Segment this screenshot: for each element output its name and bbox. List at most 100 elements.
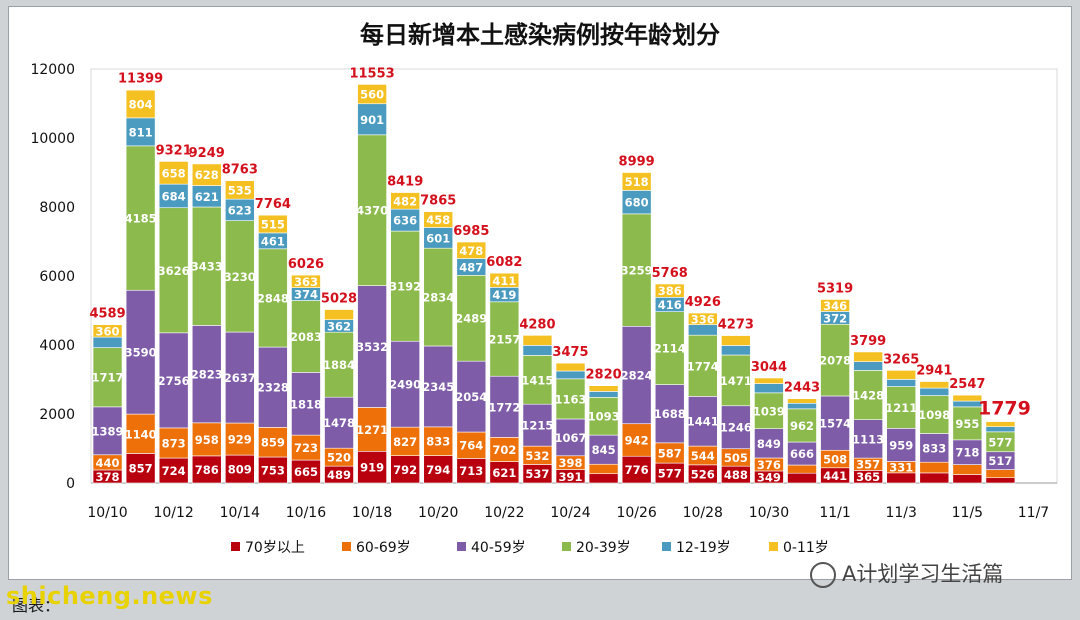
bar-segment xyxy=(787,464,817,474)
legend-swatch xyxy=(457,542,466,551)
bar-segment xyxy=(754,392,784,429)
y-tick-label: 10000 xyxy=(30,131,75,147)
bar-segment xyxy=(588,391,619,398)
total-label: 3475 xyxy=(552,345,588,360)
total-label: 5028 xyxy=(321,292,357,307)
segment-value-label: 391 xyxy=(559,470,583,484)
bar-segment xyxy=(588,473,619,484)
x-tick-label: 11/3 xyxy=(885,505,916,521)
segment-value-label: 372 xyxy=(823,311,847,325)
bar-segment xyxy=(588,463,619,475)
bar-segment xyxy=(787,398,817,404)
segment-value-label: 537 xyxy=(525,467,549,481)
bar-segment xyxy=(886,370,917,380)
bar-segment xyxy=(191,325,222,424)
bar-segment xyxy=(225,422,255,456)
segment-value-label: 2756 xyxy=(158,374,190,388)
segment-value-label: 1039 xyxy=(753,404,785,418)
bar-segment xyxy=(357,450,387,484)
segment-value-label: 794 xyxy=(426,463,450,477)
segment-value-label: 873 xyxy=(162,436,186,450)
segment-value-label: 859 xyxy=(261,436,285,450)
y-tick-label: 0 xyxy=(66,476,75,492)
segment-value-label: 1428 xyxy=(852,389,884,403)
footer-caption: 图表： xyxy=(12,596,61,615)
segment-value-label: 684 xyxy=(162,189,186,203)
segment-value-label: 4370 xyxy=(356,204,388,218)
bar-segment xyxy=(125,117,156,147)
segment-value-label: 2157 xyxy=(488,333,520,347)
bar-segment xyxy=(423,345,454,428)
bar-segment xyxy=(919,461,950,474)
segment-value-label: 2114 xyxy=(654,342,686,356)
segment-value-label: 1818 xyxy=(290,397,322,411)
segment-value-label: 2823 xyxy=(191,368,223,382)
segment-value-label: 849 xyxy=(757,437,781,451)
segment-value-label: 577 xyxy=(658,467,682,481)
x-tick-label: 11/7 xyxy=(1018,505,1049,521)
total-label: 1779 xyxy=(978,398,1031,420)
bar-segment xyxy=(258,214,288,234)
bar-segment xyxy=(191,422,222,457)
segment-value-label: 577 xyxy=(988,435,1012,449)
x-tick-label: 10/26 xyxy=(616,505,656,521)
bar-segment xyxy=(654,283,685,298)
bar-segment xyxy=(853,351,883,362)
segment-value-label: 1884 xyxy=(323,358,355,372)
segment-value-label: 601 xyxy=(426,231,450,245)
segment-value-label: 713 xyxy=(459,464,483,478)
total-label: 4589 xyxy=(89,307,125,322)
total-label: 7764 xyxy=(255,197,291,212)
segment-value-label: 827 xyxy=(393,435,417,449)
x-tick-label: 10/22 xyxy=(484,505,524,521)
bar-segment xyxy=(225,331,255,424)
segment-value-label: 1163 xyxy=(555,392,587,406)
segment-value-label: 2490 xyxy=(389,378,421,392)
segment-value-label: 1774 xyxy=(687,359,719,373)
segment-value-label: 508 xyxy=(823,453,847,467)
segment-value-label: 1113 xyxy=(852,432,884,446)
bar-segment xyxy=(522,335,553,346)
segment-value-label: 2345 xyxy=(422,380,454,394)
bar-segment xyxy=(787,408,817,443)
bar-segment xyxy=(588,397,619,436)
bar-segment xyxy=(919,381,950,389)
legend-swatch xyxy=(562,542,571,551)
segment-value-label: 1093 xyxy=(588,410,620,424)
segment-value-label: 792 xyxy=(393,463,417,477)
bar-segment xyxy=(258,346,288,428)
total-label: 2443 xyxy=(784,381,820,396)
bar-segment xyxy=(258,427,288,458)
segment-value-label: 723 xyxy=(294,441,318,455)
y-tick-label: 4000 xyxy=(39,338,75,354)
segment-value-label: 636 xyxy=(393,214,417,228)
x-tick-label: 11/1 xyxy=(819,505,850,521)
bar-segment xyxy=(754,428,784,459)
bar-segment xyxy=(92,347,123,408)
total-label: 11399 xyxy=(118,72,163,87)
segment-value-label: 411 xyxy=(492,274,516,288)
segment-value-label: 901 xyxy=(360,113,384,127)
bar-segment xyxy=(489,375,520,438)
segment-value-label: 1574 xyxy=(819,417,851,431)
total-label: 2820 xyxy=(585,368,621,383)
segment-value-label: 336 xyxy=(691,312,715,326)
bar-segment xyxy=(952,406,983,441)
total-label: 3799 xyxy=(850,334,886,349)
bar-segment xyxy=(357,103,387,136)
segment-value-label: 919 xyxy=(360,461,384,475)
segment-value-label: 958 xyxy=(195,433,219,447)
bar-segment xyxy=(324,396,354,449)
total-label: 9249 xyxy=(189,146,225,161)
bar-segment xyxy=(919,387,950,396)
bar-segment xyxy=(555,418,586,457)
segment-value-label: 518 xyxy=(625,175,649,189)
x-tick-label: 10/10 xyxy=(87,505,127,521)
bar-segment xyxy=(820,299,850,312)
segment-value-label: 416 xyxy=(658,298,682,312)
segment-value-label: 482 xyxy=(393,194,417,208)
segment-value-label: 360 xyxy=(96,324,120,338)
bar-segment xyxy=(225,180,255,200)
segment-value-label: 2078 xyxy=(819,354,851,368)
bar-segment xyxy=(952,464,983,475)
